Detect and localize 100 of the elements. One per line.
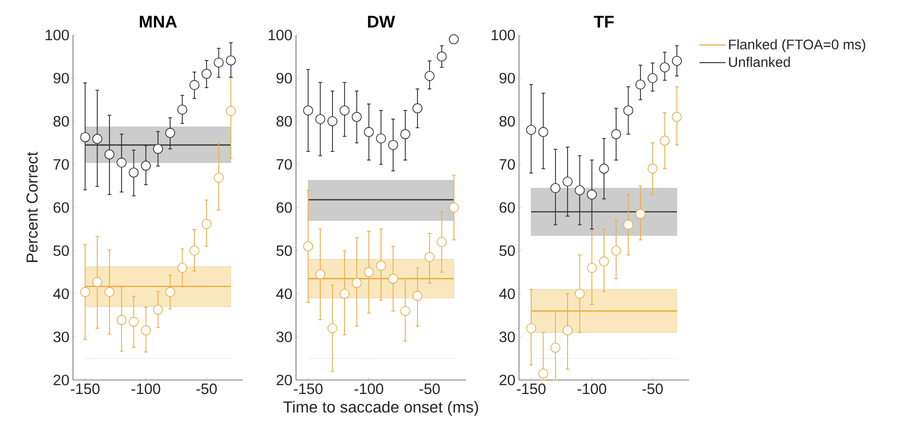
chart-title: TF <box>594 16 614 28</box>
legend-label: Flanked (FTOA=0 ms) <box>729 39 866 52</box>
point <box>436 52 447 62</box>
point <box>672 56 682 66</box>
point <box>424 70 435 81</box>
point <box>153 304 163 315</box>
x-tick-label: -100 <box>132 384 160 394</box>
point <box>104 149 114 160</box>
y-tick-label: 20 <box>276 374 292 386</box>
point <box>303 105 314 116</box>
point <box>660 62 670 72</box>
y-tick-label: 60 <box>276 202 292 213</box>
point <box>352 278 362 288</box>
point <box>436 237 447 247</box>
y-tick-label: 20 <box>500 374 515 386</box>
point <box>153 144 163 154</box>
y-tick-label: 80 <box>54 116 69 127</box>
x-tick-label: -150 <box>516 384 546 394</box>
y-tick-label: 60 <box>54 202 69 213</box>
point <box>315 114 326 124</box>
y-tick-label: 90 <box>54 72 69 84</box>
y-tick-label: 30 <box>276 332 292 342</box>
y-tick-label: 80 <box>500 116 515 127</box>
y-axis-title: Percent Correct <box>26 152 38 262</box>
y-tick-label: 20 <box>54 374 69 386</box>
point <box>648 164 658 174</box>
point <box>611 129 622 140</box>
point <box>165 128 176 138</box>
point <box>388 140 398 150</box>
point <box>400 306 410 316</box>
point <box>128 168 139 178</box>
x-tick-label: -100 <box>578 384 606 394</box>
point <box>340 288 350 299</box>
point <box>412 290 422 301</box>
point <box>586 262 597 273</box>
x-tick-label: -150 <box>70 384 100 394</box>
y-tick-label: 100 <box>268 30 292 40</box>
point <box>562 325 573 336</box>
point <box>202 218 212 229</box>
y-tick-label: 80 <box>276 116 292 127</box>
y-tick-label: 100 <box>46 30 69 40</box>
point <box>214 58 224 68</box>
y-tick-label: 50 <box>276 245 292 256</box>
chart-title: MNA <box>140 16 177 28</box>
point <box>226 55 236 66</box>
y-tick-label: 70 <box>500 159 515 170</box>
point <box>388 274 398 284</box>
point <box>400 129 410 140</box>
point <box>116 315 127 326</box>
point <box>586 190 597 200</box>
y-tick-label: 50 <box>499 245 515 256</box>
point <box>352 112 362 122</box>
point <box>92 134 102 144</box>
point <box>80 132 90 142</box>
point <box>80 287 90 298</box>
point <box>177 262 188 273</box>
point <box>340 105 350 116</box>
point <box>623 105 634 116</box>
point <box>574 185 585 196</box>
point <box>550 183 560 194</box>
x-tick-label: -150 <box>294 384 323 394</box>
point <box>364 127 374 138</box>
point <box>448 202 459 212</box>
y-tick-label: 70 <box>276 159 292 170</box>
legend-label: Unflanked <box>729 56 790 68</box>
y-tick-label: 70 <box>54 159 69 170</box>
point <box>202 68 212 79</box>
y-tick-label: 40 <box>499 288 515 300</box>
y-tick-label: 30 <box>499 332 515 342</box>
point <box>128 316 139 327</box>
x-tick-label: -50 <box>419 384 440 394</box>
point <box>104 287 114 298</box>
point <box>226 106 236 116</box>
y-tick-label: 60 <box>500 202 515 213</box>
point <box>376 260 386 271</box>
point <box>660 136 670 146</box>
point <box>611 246 622 256</box>
point <box>189 80 200 90</box>
point <box>177 104 188 115</box>
y-tick-label: 30 <box>53 332 69 342</box>
y-tick-label: 90 <box>276 72 292 84</box>
point <box>538 127 548 138</box>
x-axis-title: Time to saccade onset (ms) <box>283 400 478 416</box>
point <box>214 172 224 183</box>
point <box>672 112 682 122</box>
point <box>574 288 585 299</box>
x-tick-label: -50 <box>642 384 663 394</box>
y-tick-label: 90 <box>500 72 515 84</box>
point <box>526 124 536 135</box>
point <box>92 277 102 288</box>
point <box>140 325 151 336</box>
y-tick-label: 40 <box>53 288 69 300</box>
y-tick-label: 40 <box>276 288 292 300</box>
point <box>116 158 127 168</box>
x-tick-label: -50 <box>196 384 217 394</box>
point <box>140 160 151 171</box>
point <box>424 252 435 262</box>
y-tick-label: 50 <box>53 245 69 256</box>
point <box>315 269 326 280</box>
x-tick-label: -100 <box>354 384 384 394</box>
